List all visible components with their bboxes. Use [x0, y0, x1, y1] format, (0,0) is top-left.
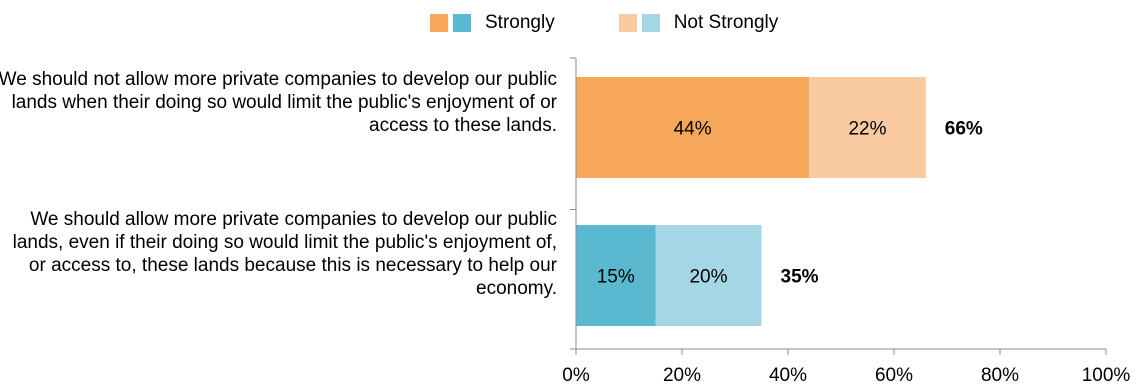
total-label-1: 66%	[945, 119, 983, 140]
x-tick-label-80: 80%	[981, 365, 1019, 386]
legend-swatch-not-strongly-orange	[618, 14, 637, 32]
legend-label-strongly: Strongly	[485, 12, 555, 33]
bar-2-not-strongly	[655, 225, 762, 326]
bar-1-not-strongly	[809, 77, 926, 178]
data-label-2-not-strongly: 20%	[689, 267, 727, 288]
data-label-2-strongly: 15%	[597, 267, 635, 288]
x-tick-label-0: 0%	[562, 365, 590, 386]
category-label-allow: We should allow more private companies t…	[12, 209, 557, 299]
bar-2-strongly	[576, 225, 656, 326]
data-label-1-not-strongly: 22%	[848, 119, 886, 140]
bar-1-strongly	[576, 77, 810, 178]
x-tick-label-40: 40%	[769, 365, 807, 386]
x-tick-label-60: 60%	[875, 365, 913, 386]
x-tick-label-100: 100%	[1082, 365, 1131, 386]
legend-swatch-strongly-orange	[430, 14, 448, 32]
legend-label-not-strongly: Not Strongly	[673, 12, 779, 33]
legend: Strongly Not Strongly	[430, 10, 778, 36]
total-label-2: 35%	[781, 267, 819, 288]
x-tick-label-20: 20%	[663, 365, 701, 386]
legend-swatch-not-strongly-blue	[641, 14, 660, 32]
category-label-not-allow: We should not allow more private compani…	[0, 69, 557, 136]
data-label-1-strongly: 44%	[674, 119, 712, 140]
legend-swatch-strongly-blue	[453, 14, 471, 32]
